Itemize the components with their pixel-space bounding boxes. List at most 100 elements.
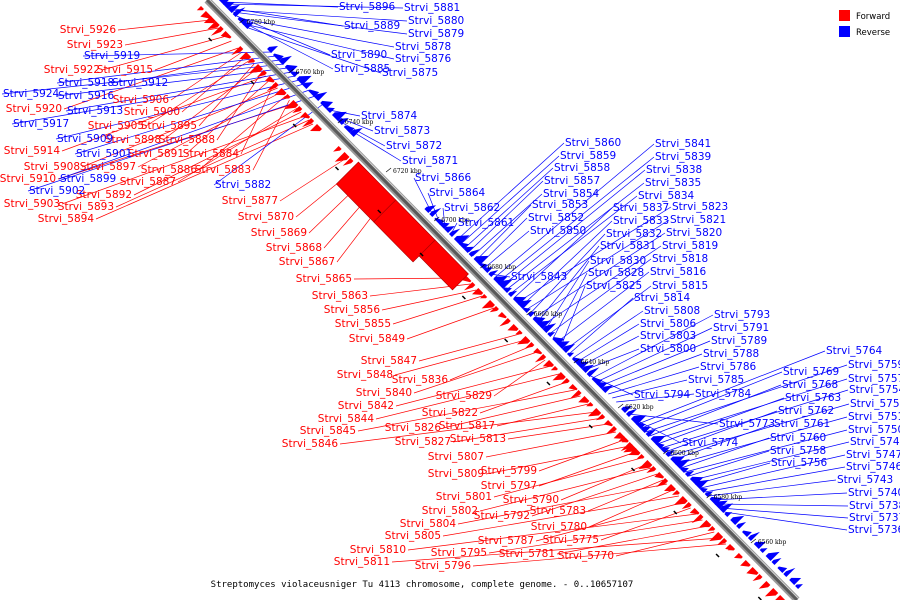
reverse-gene-label[interactable]: Strvi_5837 — [613, 202, 669, 214]
reverse-gene-label[interactable]: Strvi_5882 — [215, 179, 271, 191]
forward-gene-label[interactable]: Strvi_5908 — [24, 161, 80, 173]
forward-gene-label[interactable]: Strvi_5799 — [481, 465, 537, 477]
reverse-gene-label[interactable]: Strvi_5850 — [530, 225, 586, 237]
forward-gene-label[interactable]: Strvi_5926 — [60, 24, 117, 36]
reverse-gene-label[interactable]: Strvi_5752 — [850, 398, 900, 410]
forward-gene-label[interactable]: Strvi_5848 — [337, 369, 393, 381]
forward-gene-label[interactable]: Strvi_5804 — [400, 518, 457, 530]
reverse-gene-label[interactable]: Strvi_5794 — [634, 389, 691, 401]
reverse-gene-label[interactable]: Strvi_5875 — [382, 67, 438, 79]
forward-gene-label[interactable]: Strvi_5849 — [349, 333, 405, 345]
forward-gene-label[interactable]: Strvi_5790 — [503, 494, 559, 506]
reverse-gene-label[interactable]: Strvi_5899 — [60, 173, 116, 185]
reverse-gene-label[interactable]: Strvi_5785 — [688, 374, 744, 386]
forward-gene-label[interactable]: Strvi_5770 — [558, 550, 614, 562]
forward-gene-label[interactable]: Strvi_5811 — [334, 556, 390, 568]
reverse-gene-label[interactable]: Strvi_5913 — [67, 105, 123, 117]
reverse-gene-label[interactable]: Strvi_5825 — [586, 280, 642, 292]
forward-gene-label[interactable]: Strvi_5795 — [431, 547, 487, 559]
forward-gene-label[interactable]: Strvi_5888 — [159, 134, 215, 146]
forward-gene-label[interactable]: Strvi_5780 — [531, 521, 587, 533]
forward-gene-label[interactable]: Strvi_5884 — [183, 148, 240, 160]
reverse-gene-label[interactable]: Strvi_5823 — [672, 201, 728, 213]
reverse-gene-label[interactable]: Strvi_5919 — [84, 50, 140, 62]
forward-gene-label[interactable]: Strvi_5915 — [97, 64, 153, 76]
forward-gene-label[interactable]: Strvi_5822 — [422, 407, 478, 419]
forward-gene-label[interactable]: Strvi_5783 — [530, 505, 586, 517]
reverse-gene-label[interactable]: Strvi_5784 — [695, 388, 752, 400]
reverse-gene-label[interactable]: Strvi_5916 — [58, 90, 115, 102]
forward-gene-label[interactable]: Strvi_5840 — [356, 387, 412, 399]
forward-gene-label[interactable]: Strvi_5775 — [543, 534, 599, 546]
reverse-gene-label[interactable]: Strvi_5746 — [846, 461, 900, 473]
reverse-gene-label[interactable]: Strvi_5800 — [640, 343, 696, 355]
reverse-gene-label[interactable]: Strvi_5818 — [652, 253, 708, 265]
forward-gene-label[interactable]: Strvi_5877 — [222, 195, 278, 207]
reverse-gene-label[interactable]: Strvi_5815 — [652, 280, 708, 292]
reverse-gene-label[interactable]: Strvi_5764 — [826, 345, 883, 357]
reverse-gene-label[interactable]: Strvi_5814 — [634, 292, 691, 304]
forward-gene-label[interactable]: Strvi_5897 — [80, 161, 136, 173]
reverse-gene-label[interactable]: Strvi_5762 — [778, 405, 834, 417]
reverse-gene-label[interactable]: Strvi_5874 — [361, 110, 418, 122]
forward-gene-label[interactable]: Strvi_5817 — [439, 420, 495, 432]
forward-gene-label[interactable]: Strvi_5867 — [279, 256, 335, 268]
forward-gene-label[interactable]: Strvi_5807 — [428, 451, 484, 463]
forward-gene-label[interactable]: Strvi_5893 — [58, 201, 114, 213]
reverse-gene-label[interactable]: Strvi_5757 — [848, 373, 900, 385]
reverse-gene-label[interactable]: Strvi_5890 — [331, 49, 387, 61]
reverse-gene-label[interactable]: Strvi_5747 — [846, 449, 900, 461]
reverse-gene-label[interactable]: Strvi_5918 — [58, 77, 114, 89]
forward-gene-label[interactable]: Strvi_5792 — [474, 510, 530, 522]
reverse-gene-label[interactable]: Strvi_5901 — [76, 148, 132, 160]
reverse-gene-label[interactable]: Strvi_5889 — [344, 20, 400, 32]
forward-gene-label[interactable]: Strvi_5886 — [141, 164, 198, 176]
forward-gene-label[interactable]: Strvi_5856 — [324, 304, 381, 316]
forward-gene-label[interactable]: Strvi_5895 — [141, 120, 197, 132]
reverse-gene-label[interactable]: Strvi_5872 — [386, 140, 442, 152]
reverse-gene-label[interactable]: Strvi_5834 — [638, 190, 695, 202]
reverse-gene-label[interactable]: Strvi_5860 — [565, 137, 621, 149]
reverse-gene-label[interactable]: Strvi_5749 — [850, 436, 900, 448]
reverse-gene-label[interactable]: Strvi_5832 — [606, 228, 662, 240]
forward-gene-label[interactable]: Strvi_5829 — [436, 390, 492, 402]
reverse-gene-label[interactable]: Strvi_5756 — [771, 457, 828, 469]
reverse-gene-label[interactable]: Strvi_5857 — [544, 175, 600, 187]
reverse-gene-label[interactable]: Strvi_5751 — [848, 411, 900, 423]
reverse-gene-label[interactable]: Strvi_5841 — [655, 138, 711, 150]
reverse-gene-label[interactable]: Strvi_5838 — [646, 164, 702, 176]
reverse-gene-label[interactable]: Strvi_5859 — [560, 150, 616, 162]
reverse-gene-label[interactable]: Strvi_5881 — [404, 2, 460, 14]
reverse-gene-label[interactable]: Strvi_5791 — [713, 322, 769, 334]
reverse-gene-label[interactable]: Strvi_5786 — [700, 361, 757, 373]
reverse-gene-label[interactable]: Strvi_5833 — [613, 215, 669, 227]
forward-gene-label[interactable]: Strvi_5801 — [436, 491, 492, 503]
forward-gene-label[interactable]: Strvi_5809 — [428, 468, 484, 480]
forward-gene-label[interactable]: Strvi_5869 — [251, 227, 307, 239]
reverse-gene-label[interactable]: Strvi_5761 — [774, 418, 830, 430]
reverse-gene-label[interactable]: Strvi_5754 — [849, 384, 900, 396]
reverse-gene-label[interactable]: Strvi_5885 — [334, 63, 390, 75]
forward-gene-label[interactable]: Strvi_5920 — [6, 103, 62, 115]
reverse-gene-label[interactable]: Strvi_5759 — [848, 359, 900, 371]
reverse-gene-label[interactable]: Strvi_5774 — [682, 437, 739, 449]
reverse-gene-label[interactable]: Strvi_5737 — [849, 512, 900, 524]
reverse-gene-label[interactable]: Strvi_5866 — [415, 172, 472, 184]
forward-gene-label[interactable]: Strvi_5865 — [296, 273, 352, 285]
reverse-gene-label[interactable]: Strvi_5808 — [644, 305, 700, 317]
forward-gene-label[interactable]: Strvi_5842 — [338, 400, 394, 412]
reverse-gene-label[interactable]: Strvi_5803 — [640, 330, 696, 342]
reverse-gene-label[interactable]: Strvi_5828 — [588, 267, 644, 279]
reverse-gene-label[interactable]: Strvi_5902 — [29, 185, 85, 197]
forward-gene-label[interactable]: Strvi_5894 — [38, 213, 95, 225]
reverse-gene-label[interactable]: Strvi_5843 — [511, 271, 567, 283]
reverse-gene-label[interactable]: Strvi_5819 — [662, 240, 718, 252]
reverse-gene-label[interactable]: Strvi_5861 — [458, 217, 514, 229]
forward-gene-label[interactable]: Strvi_5892 — [76, 189, 132, 201]
forward-gene-label[interactable]: Strvi_5883 — [195, 164, 251, 176]
forward-gene-label[interactable]: Strvi_5805 — [385, 530, 441, 542]
forward-gene-label[interactable]: Strvi_5813 — [450, 433, 506, 445]
reverse-gene-label[interactable]: Strvi_5878 — [395, 41, 451, 53]
reverse-gene-label[interactable]: Strvi_5736 — [848, 524, 900, 536]
reverse-gene-label[interactable]: Strvi_5768 — [782, 379, 838, 391]
